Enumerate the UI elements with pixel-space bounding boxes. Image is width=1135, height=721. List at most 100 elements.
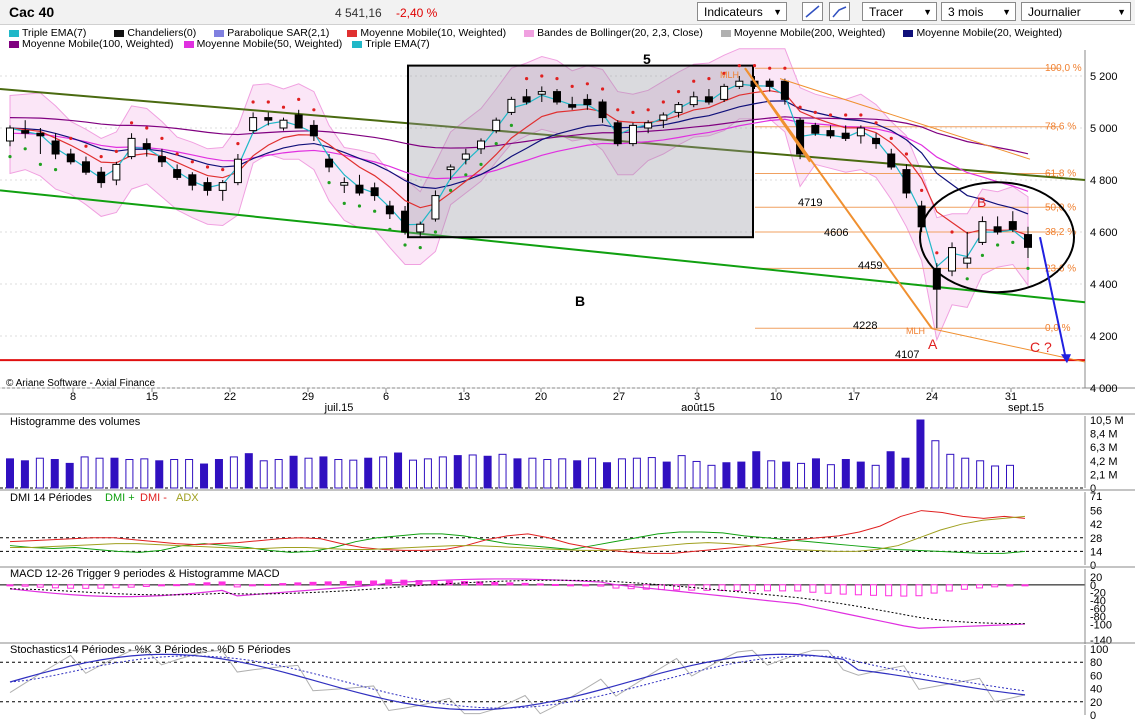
volume-bar xyxy=(334,459,343,489)
macd-histogram-bar xyxy=(324,581,332,586)
volume-bar xyxy=(200,463,209,489)
sar-dot xyxy=(768,66,772,70)
chart-title: Cac 40 xyxy=(9,4,55,20)
series-label: DMI + xyxy=(105,492,135,504)
volume-bar xyxy=(677,455,686,489)
volume-bar xyxy=(976,460,985,489)
legend-label: Chandeliers(0) xyxy=(127,27,197,39)
volume-bar xyxy=(483,455,492,489)
candle-body xyxy=(720,85,729,100)
macd-histogram-bar xyxy=(218,581,226,586)
volume-bar xyxy=(737,461,746,489)
volume-bar xyxy=(588,457,597,489)
legend-label: Moyenne Mobile(50, Weighted) xyxy=(196,38,343,50)
candle-body xyxy=(522,96,531,103)
macd-histogram-bar xyxy=(203,582,211,586)
sar-dot xyxy=(676,90,681,94)
macd-histogram-bar xyxy=(582,584,590,587)
interval-select[interactable]: Journalier ▼ xyxy=(1021,2,1131,21)
trend-tool-icon[interactable] xyxy=(829,2,850,21)
candle-body xyxy=(233,158,242,184)
macd-histogram-bar xyxy=(521,582,529,586)
macd-histogram-bar xyxy=(567,584,575,587)
legend-row-2: Moyenne Mobile(100, Weighted) Moyenne Mob… xyxy=(9,38,440,50)
x-tick-label: 10 xyxy=(770,391,782,403)
candle-body xyxy=(203,182,212,191)
candle-body xyxy=(765,80,774,87)
volume-bar xyxy=(722,462,731,489)
macd-histogram-bar xyxy=(976,584,984,589)
series-label: DMI - xyxy=(140,492,167,504)
y-tick-label: 71 xyxy=(1090,491,1102,503)
sar-dot xyxy=(494,142,498,146)
y-tick-label: 4 600 xyxy=(1090,227,1118,239)
copyright: © Ariane Software - Axial Finance xyxy=(6,378,156,389)
sar-dot xyxy=(509,123,514,127)
sar-dot xyxy=(707,77,711,81)
legend-entry: Triple EMA(7) xyxy=(352,38,430,50)
mlh-label: MLH xyxy=(720,70,739,80)
macd-histogram-bar xyxy=(960,584,968,590)
volume-bar xyxy=(379,456,388,489)
legend-swatch xyxy=(720,29,731,37)
sar-dot xyxy=(479,162,483,166)
sar-dot xyxy=(935,251,939,255)
panel-title: Histogramme des volumes xyxy=(10,416,141,428)
mlh-label: MLH xyxy=(906,326,925,336)
y-tick-label: 20 xyxy=(1090,697,1102,709)
annotation-label: 5 xyxy=(643,51,651,67)
macd-histogram-bar xyxy=(839,584,847,595)
projection-arrow xyxy=(1039,236,1067,360)
stochastics-panel: Stochastics14 Périodes - %K 3 Périodes -… xyxy=(0,642,1135,721)
trend-line-upper xyxy=(0,88,1086,181)
line-tool-icon[interactable] xyxy=(802,2,823,21)
chevron-down-icon: ▼ xyxy=(773,7,782,17)
candle-body xyxy=(598,101,607,119)
volume-bar xyxy=(155,460,164,489)
sar-dot xyxy=(342,201,346,205)
candle-body xyxy=(993,226,1002,233)
x-tick-label: 22 xyxy=(224,391,236,403)
candle-body xyxy=(689,96,698,106)
period-select[interactable]: 3 mois ▼ xyxy=(941,2,1016,21)
candle-body xyxy=(264,117,273,121)
macd-histogram-bar xyxy=(551,583,559,586)
candle-body xyxy=(325,158,334,168)
volume-bar xyxy=(692,460,701,489)
indicators-dropdown[interactable]: Indicateurs ▼ xyxy=(697,2,787,21)
macd-histogram-bar xyxy=(82,584,90,589)
interval-value: Journalier xyxy=(1028,5,1081,19)
candle-body xyxy=(796,119,805,155)
x-tick-label: 29 xyxy=(302,391,314,403)
draw-dropdown[interactable]: Tracer ▼ xyxy=(862,2,937,21)
candle-body xyxy=(355,184,364,194)
legend-swatch xyxy=(347,29,358,37)
volume-bar xyxy=(841,459,850,489)
candle-body xyxy=(279,119,288,129)
y-tick-label: 5 000 xyxy=(1090,123,1118,135)
fibonacci-label: 61,8 % xyxy=(1045,169,1076,180)
toolbar: Cac 40 4 541,16 -2,40 % Indicateurs ▼ Tr… xyxy=(0,0,1135,25)
candle-body xyxy=(948,247,957,272)
legend-label: Bandes de Bollinger(20, 2,3, Close) xyxy=(537,27,703,39)
volume-bar xyxy=(528,457,537,489)
candle-body xyxy=(628,124,637,145)
legend-entry: Moyenne Mobile(50, Weighted) xyxy=(183,38,343,50)
annotation-label: B xyxy=(977,194,986,210)
candle-body xyxy=(461,153,470,160)
fibonacci-label: 38,2 % xyxy=(1045,227,1076,238)
sar-dot xyxy=(752,64,757,68)
y-tick-label: 0 xyxy=(1090,483,1096,495)
legend-label: Moyenne Mobile(100, Weighted) xyxy=(22,38,174,50)
x-tick-label: 13 xyxy=(458,391,470,403)
volume-bar xyxy=(110,457,119,489)
dmi-line xyxy=(10,515,1026,552)
macd-histogram-bar xyxy=(127,584,135,588)
sar-dot xyxy=(8,155,12,159)
volume-bar xyxy=(901,457,910,489)
macd-histogram-bar xyxy=(67,584,75,589)
ma-50-line xyxy=(9,118,1029,192)
sar-dot xyxy=(236,142,240,146)
legend-entry: Triple EMA(7) xyxy=(9,27,86,39)
macd-histogram-bar xyxy=(248,584,256,587)
